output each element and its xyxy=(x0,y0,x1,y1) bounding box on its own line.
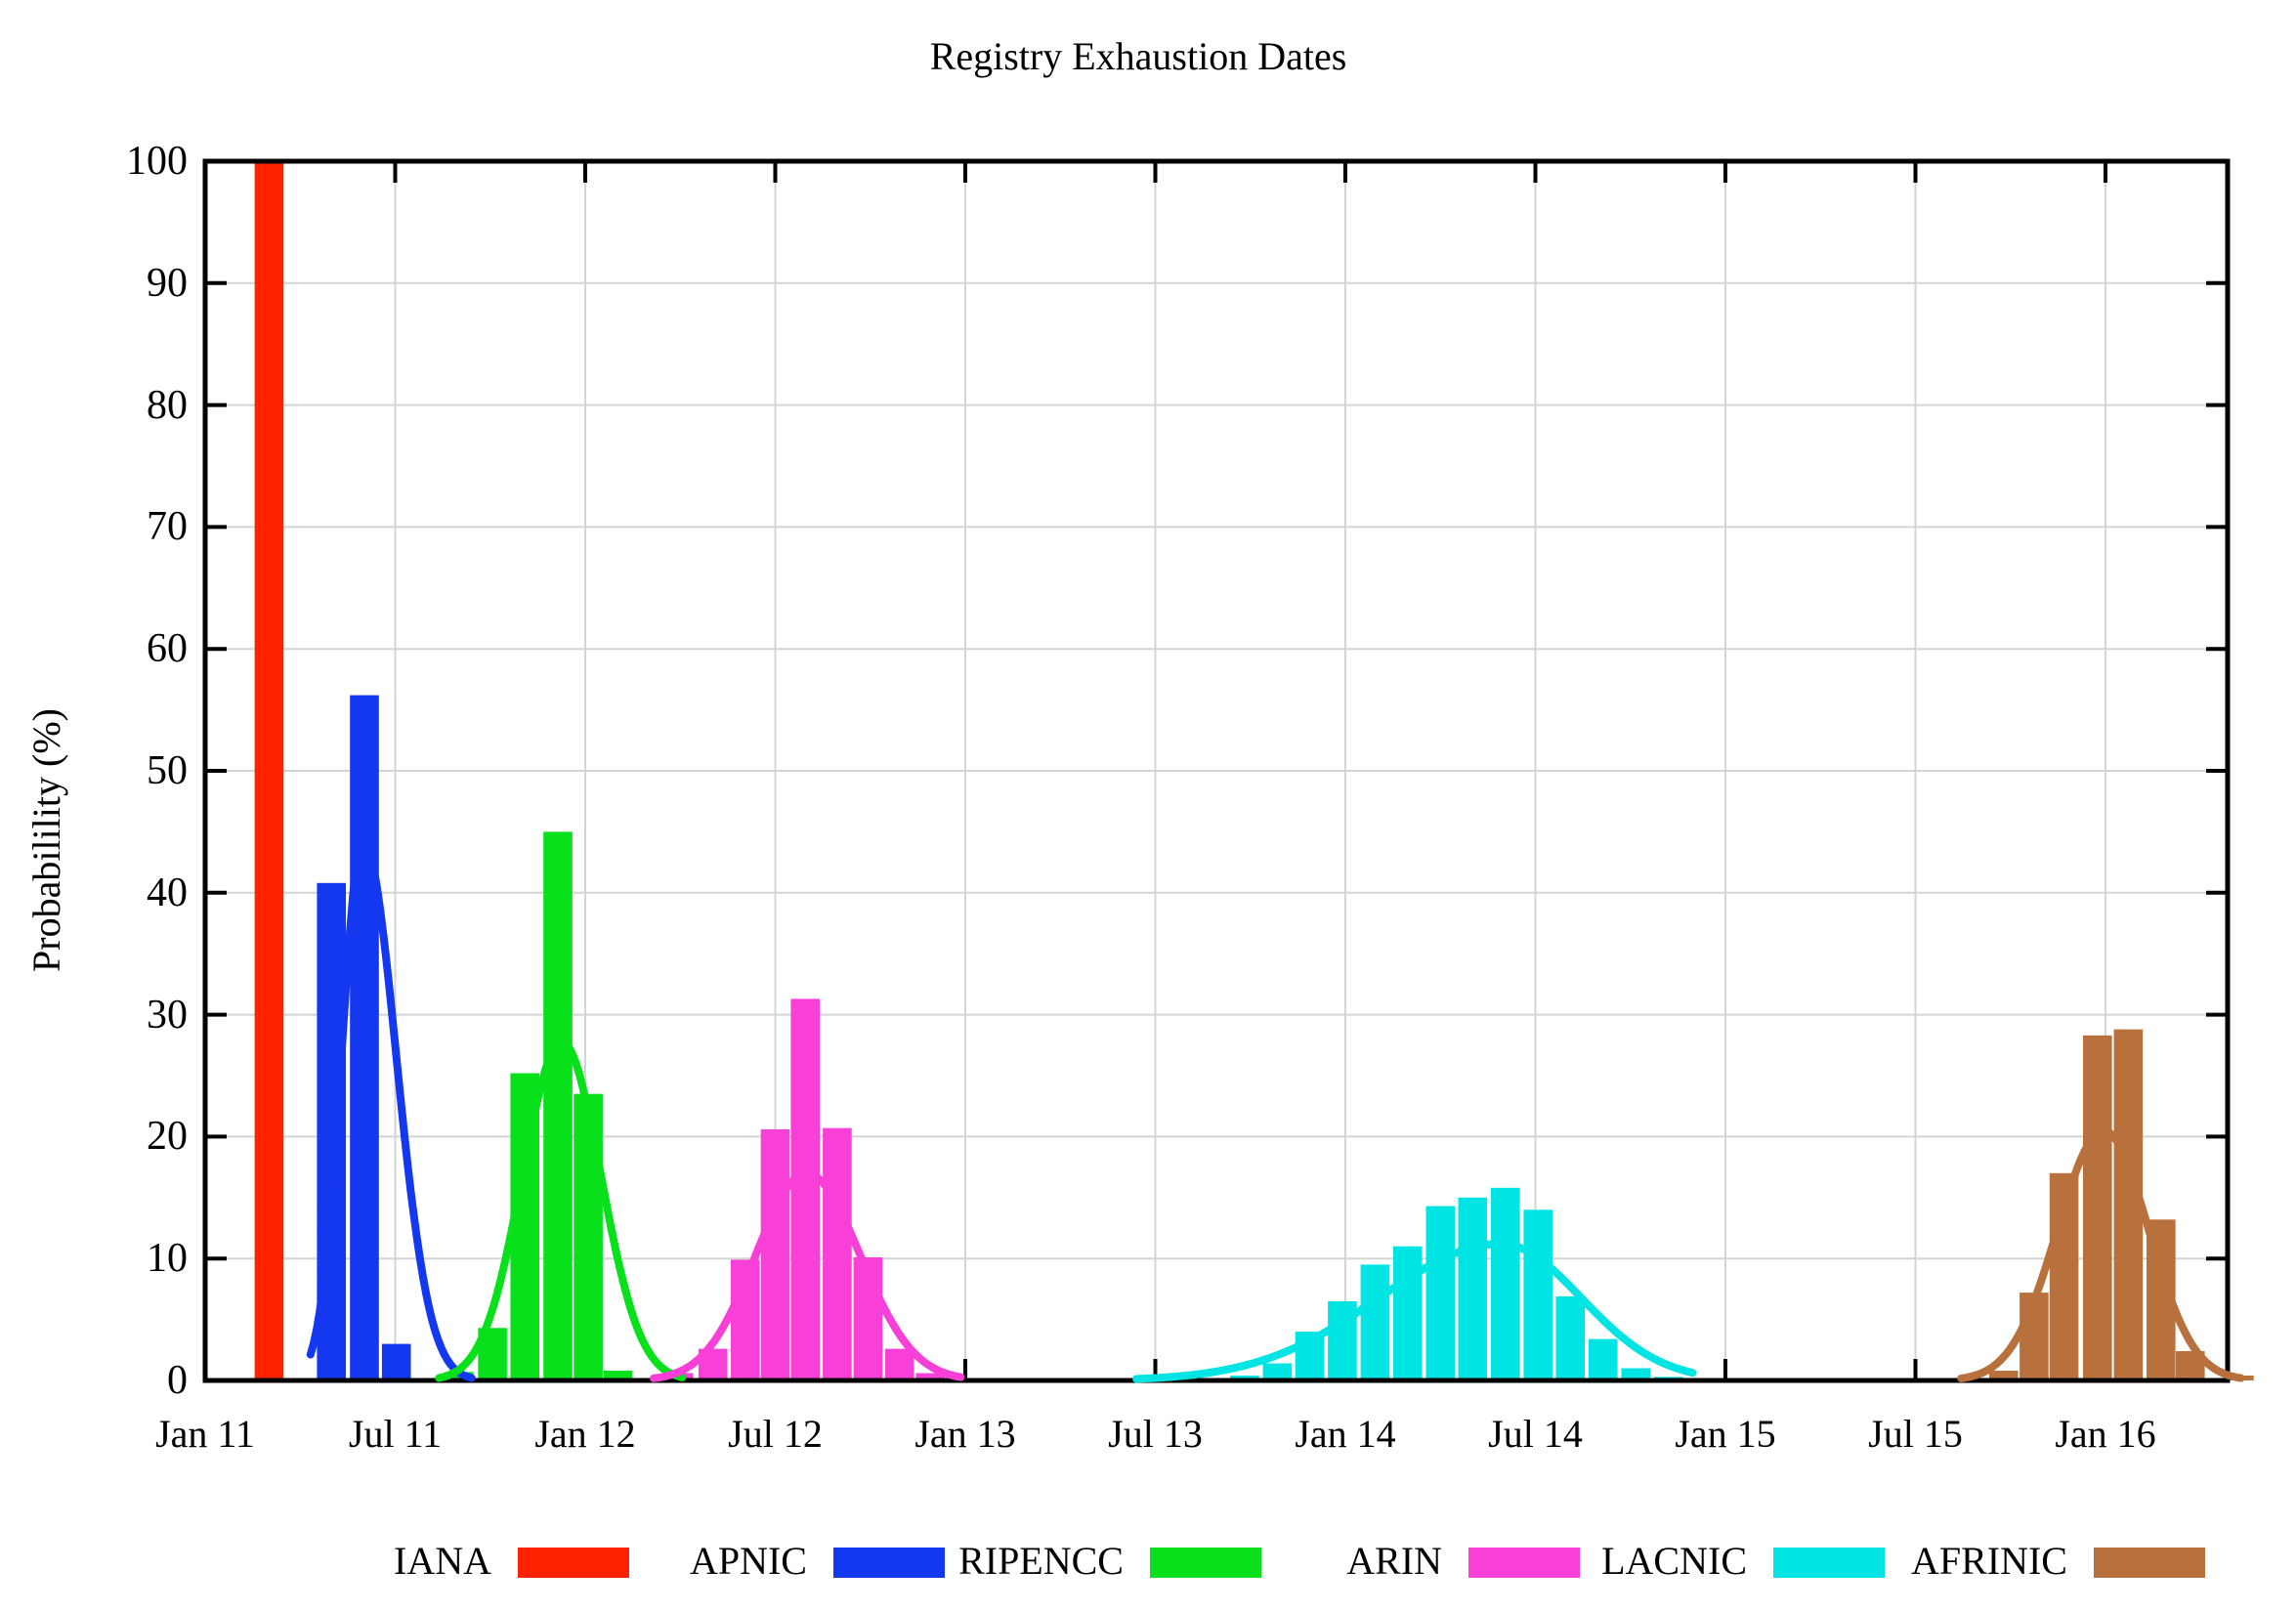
gridlines xyxy=(205,161,2228,1380)
legend-swatch-LACNIC xyxy=(1773,1548,1885,1578)
legend-swatch-AFRINIC xyxy=(2094,1548,2205,1578)
legend-label-RIPENCC: RIPENCC xyxy=(958,1539,1124,1583)
y-tick-label-0: 0 xyxy=(167,1358,188,1403)
series-RIPENCC-bars xyxy=(445,831,633,1380)
y-tick-label-10: 10 xyxy=(147,1236,188,1282)
plot-border xyxy=(202,158,2231,1383)
x-tick-label-Jul-12: Jul 12 xyxy=(728,1412,823,1456)
series-APNIC-curve xyxy=(306,836,476,1382)
series-ARIN-bars xyxy=(663,998,945,1380)
y-tick-label-30: 30 xyxy=(147,992,188,1038)
x-tick-label-Jan-14: Jan 14 xyxy=(1295,1412,1396,1456)
legend-label-AFRINIC: AFRINIC xyxy=(1910,1539,2067,1583)
series-RIPENCC-curve xyxy=(435,1038,687,1382)
chart-title: Registry Exhaustion Dates xyxy=(929,34,1347,78)
legend-label-LACNIC: LACNIC xyxy=(1601,1539,1747,1583)
series-APNIC-bars xyxy=(317,695,411,1380)
y-tick-label-60: 60 xyxy=(147,626,188,672)
y-tick-label-40: 40 xyxy=(147,870,188,915)
legend-label-IANA: IANA xyxy=(394,1539,491,1583)
x-tick-label-Jul-13: Jul 13 xyxy=(1108,1412,1203,1456)
y-tick-label-90: 90 xyxy=(147,260,188,306)
x-tick-label-Jan-11: Jan 11 xyxy=(155,1412,255,1456)
legend-label-APNIC: APNIC xyxy=(689,1539,807,1583)
series-LACNIC-curve xyxy=(1132,1240,1697,1383)
x-tick-label-Jan-15: Jan 15 xyxy=(1675,1412,1776,1456)
series-AFRINIC-curve xyxy=(1957,1126,2245,1382)
series-IANA-bars xyxy=(254,161,284,1380)
x-tick-label-Jan-13: Jan 13 xyxy=(914,1412,1016,1456)
series-AFRINIC-bars xyxy=(1989,1029,2254,1380)
legend-label-ARIN: ARIN xyxy=(1346,1539,1442,1583)
x-tick-label-Jul-14: Jul 14 xyxy=(1488,1412,1583,1456)
series-ARIN-curve xyxy=(650,1168,965,1382)
legend-swatch-APNIC xyxy=(833,1548,945,1578)
legend-swatch-IANA xyxy=(518,1548,629,1578)
y-tick-label-20: 20 xyxy=(147,1114,188,1160)
legend-swatch-RIPENCC xyxy=(1150,1548,1261,1578)
series-LACNIC-bars xyxy=(1230,1187,1683,1380)
legend-swatch-ARIN xyxy=(1468,1548,1580,1578)
x-tick-label-Jan-16: Jan 16 xyxy=(2055,1412,2156,1456)
y-tick-label-100: 100 xyxy=(126,139,188,184)
y-tick-label-80: 80 xyxy=(147,382,188,428)
y-tick-label-50: 50 xyxy=(147,748,188,793)
y-tick-label-70: 70 xyxy=(147,504,188,550)
x-tick-label-Jul-15: Jul 15 xyxy=(1868,1412,1963,1456)
x-tick-label-Jan-12: Jan 12 xyxy=(534,1412,636,1456)
x-tick-label-Jul-11: Jul 11 xyxy=(348,1412,443,1456)
